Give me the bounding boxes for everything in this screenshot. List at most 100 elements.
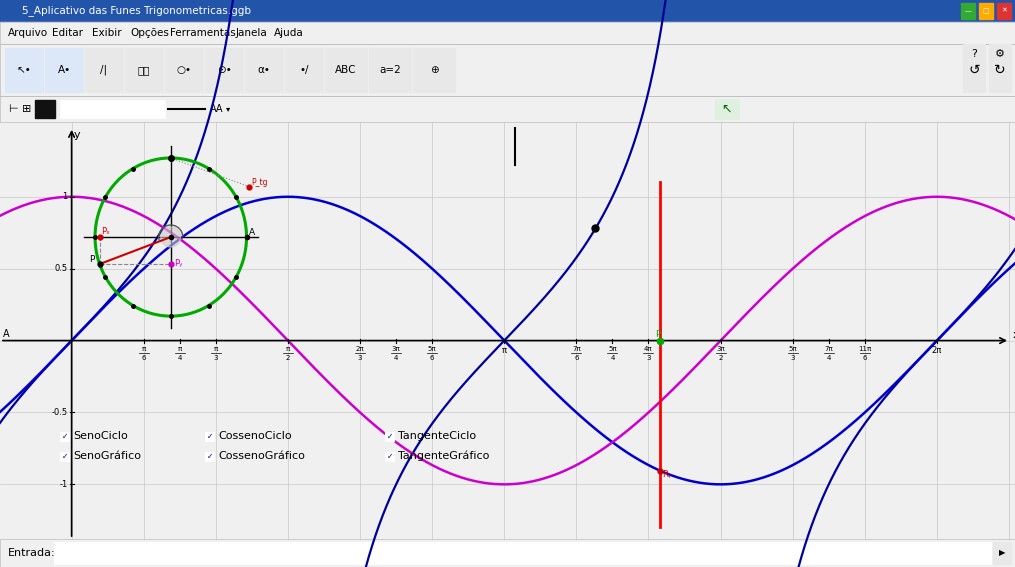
Bar — [0, 96, 1015, 122]
Bar — [35, 100, 55, 118]
Text: •/: •/ — [299, 65, 309, 75]
Text: Editar: Editar — [53, 28, 83, 38]
Text: π: π — [214, 345, 218, 352]
Text: 4: 4 — [826, 354, 831, 361]
Bar — [369, 48, 411, 92]
Bar — [0, 44, 1015, 96]
Text: 3: 3 — [213, 354, 218, 361]
Text: A: A — [3, 328, 9, 338]
Bar — [85, 48, 123, 92]
Text: -1: -1 — [59, 480, 68, 489]
Text: a=2: a=2 — [380, 65, 401, 75]
Bar — [125, 48, 163, 92]
Text: ⚙: ⚙ — [995, 49, 1005, 60]
Text: ✓: ✓ — [62, 451, 68, 460]
Text: π: π — [142, 345, 146, 352]
Bar — [205, 431, 214, 441]
Text: /|: /| — [100, 65, 108, 75]
Text: ▾: ▾ — [226, 104, 230, 113]
Bar — [993, 542, 1011, 564]
Bar — [715, 99, 739, 119]
Text: α•: α• — [258, 65, 270, 75]
Text: ✓: ✓ — [387, 431, 393, 441]
Bar — [60, 431, 69, 441]
Bar — [54, 542, 991, 564]
Text: SenoGráfico: SenoGráfico — [73, 451, 141, 460]
Bar — [963, 48, 985, 92]
Text: ⊢: ⊢ — [8, 104, 17, 114]
Bar — [5, 48, 43, 92]
Bar — [285, 48, 323, 92]
Bar — [165, 48, 203, 92]
Text: P_tg: P_tg — [252, 177, 268, 187]
Text: —: — — [964, 8, 971, 14]
Text: Ajuda: Ajuda — [274, 28, 304, 38]
Bar — [245, 48, 283, 92]
Bar — [0, 22, 1015, 44]
Text: 4π: 4π — [645, 345, 653, 352]
Bar — [961, 3, 975, 19]
Text: 3: 3 — [647, 354, 651, 361]
Text: 11π: 11π — [859, 345, 872, 352]
Text: 6: 6 — [574, 354, 579, 361]
Text: 5π: 5π — [428, 345, 436, 352]
Bar — [413, 48, 455, 92]
Bar — [0, 0, 1015, 22]
Text: ⊞: ⊞ — [22, 104, 31, 114]
Text: 1: 1 — [62, 192, 68, 201]
Bar — [385, 451, 394, 460]
Bar — [997, 3, 1011, 19]
Text: CossenoCiclo: CossenoCiclo — [218, 430, 291, 441]
Text: □: □ — [983, 8, 990, 14]
Text: 2: 2 — [719, 354, 723, 361]
Bar — [989, 48, 1011, 92]
Text: ?: ? — [971, 49, 976, 60]
Bar — [963, 44, 985, 66]
Text: π: π — [178, 345, 182, 352]
Text: A•: A• — [58, 65, 71, 75]
Bar — [325, 48, 367, 92]
Text: 6: 6 — [430, 354, 434, 361]
Bar — [205, 451, 214, 460]
Text: 7π: 7π — [572, 345, 581, 352]
Text: ↺: ↺ — [968, 63, 979, 77]
Text: A: A — [249, 228, 255, 237]
Bar — [45, 48, 83, 92]
Text: 5π: 5π — [608, 345, 617, 352]
Text: ✓: ✓ — [206, 431, 213, 441]
Text: 5π: 5π — [789, 345, 797, 352]
Text: ✓: ✓ — [387, 451, 393, 460]
Text: ↖•: ↖• — [16, 65, 31, 75]
Text: Ferramentas: Ferramentas — [170, 28, 235, 38]
Text: ✓: ✓ — [62, 431, 68, 441]
Text: 4: 4 — [178, 354, 182, 361]
Text: 7π: 7π — [824, 345, 833, 352]
Text: -0.5: -0.5 — [52, 408, 68, 417]
Text: y: y — [74, 130, 80, 140]
Bar — [0, 539, 1015, 567]
Text: ⟋⟍: ⟋⟍ — [138, 65, 150, 75]
Text: ⊕: ⊕ — [429, 65, 438, 75]
Text: SenoCiclo: SenoCiclo — [73, 430, 128, 441]
Text: AA: AA — [210, 104, 223, 114]
Text: 6: 6 — [863, 354, 867, 361]
Text: 2: 2 — [286, 354, 290, 361]
Text: Entrada:: Entrada: — [8, 548, 56, 558]
Text: P: P — [89, 255, 95, 264]
Bar — [0, 96, 1015, 122]
Bar — [0, 44, 1015, 96]
Text: ↖: ↖ — [722, 103, 732, 116]
Text: 3π: 3π — [392, 345, 401, 352]
Text: π: π — [501, 345, 506, 354]
Bar — [60, 100, 165, 118]
Text: TangenteGráfico: TangenteGráfico — [398, 450, 489, 461]
Bar — [0, 22, 1015, 44]
Bar — [0, 539, 1015, 567]
Text: ○•: ○• — [177, 65, 192, 75]
Bar — [989, 44, 1011, 66]
Text: 3: 3 — [791, 354, 795, 361]
Text: ABC: ABC — [335, 65, 356, 75]
Text: 4: 4 — [394, 354, 398, 361]
Text: 5_Aplicativo das Funes Trigonometricas.ggb: 5_Aplicativo das Funes Trigonometricas.g… — [22, 6, 251, 16]
Bar — [0, 122, 1015, 539]
